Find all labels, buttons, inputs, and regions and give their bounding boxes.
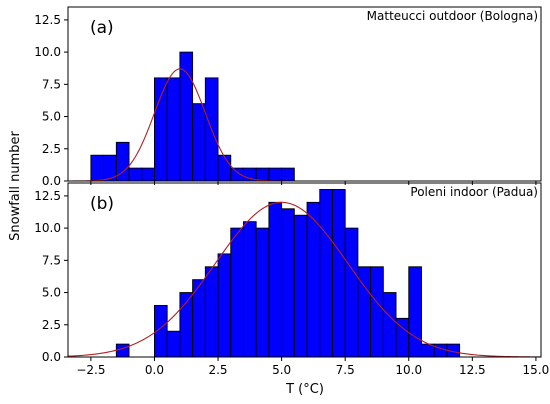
panel-b-y-tick-label: 2.5 [42, 318, 61, 332]
panel-b: 0.0 2.5 5.0 7.5 10.0 12.5 −2.5 0.0 2.5 5.0 7.5 10.0… [34, 182, 550, 377]
panel-b-bar [408, 266, 422, 358]
panel-b-y-tick-label: 5.0 [42, 286, 61, 300]
panel-a-y-tick-label: 10.0 [34, 45, 61, 59]
panel-b-y-tick-label: 12.5 [34, 189, 61, 203]
y-axis-label: Snowfall number [8, 130, 23, 240]
panel-b-x-tick-label: 10.0 [395, 363, 422, 377]
x-axis-label: T (°C) [285, 382, 324, 397]
panel-a-y-tick-label: 7.5 [42, 77, 61, 91]
panel-b-bar [306, 201, 321, 358]
panel-a-y-tick-label: 2.5 [42, 142, 61, 156]
panel-a-bar [179, 51, 194, 182]
panel-b-bar [115, 343, 130, 358]
panel-b-fit-curve [67, 201, 542, 358]
panel-b-bar [319, 188, 333, 358]
panel-b-tag: (b) [90, 194, 114, 214]
panel-b-title: Poleni indoor (Padua) [410, 185, 538, 199]
panel-a-y-tick-label: 12.5 [34, 13, 61, 27]
panel-a-bar [217, 154, 232, 182]
panel-b-bar [293, 214, 308, 358]
panel-b-bar [344, 227, 359, 358]
panel-b-y-tick-label: 0.0 [42, 350, 61, 364]
panel-b-bar [332, 188, 346, 358]
panel-a-bar [268, 167, 283, 182]
panel-b-bar [230, 227, 244, 358]
panel-b-y-tick-label: 10.0 [34, 221, 61, 235]
panel-b-x-tick-label: 15.0 [523, 363, 550, 377]
panel-b-bar [268, 201, 283, 358]
panel-a-bar [166, 77, 181, 182]
panel-a-bar [192, 103, 206, 182]
panel-b-bar [217, 253, 232, 358]
panel-b-y-tick-label: 7.5 [42, 253, 61, 267]
panel-b-x-tick-label: 5.0 [272, 363, 291, 377]
panel-b-x-tick-label: −2.5 [76, 363, 105, 377]
panel-a-bar [90, 154, 105, 182]
panel-b-bar [243, 221, 257, 358]
panel-a-bar [128, 167, 143, 182]
panel-b-bar [166, 330, 181, 358]
panel-b-bar [433, 343, 448, 358]
panel-b-x-tick-label: 2.5 [208, 363, 227, 377]
panel-a-bar [154, 77, 168, 182]
panel-b-bar [370, 266, 384, 358]
panel-b-bar [281, 208, 295, 358]
panel-a-bar [281, 167, 295, 182]
panel-a-title: Matteucci outdoor (Bologna) [367, 9, 538, 23]
panel-b-bar [382, 292, 397, 358]
panel-b-frame [67, 182, 542, 358]
panel-a: 0.0 2.5 5.0 7.5 10.0 12.5 (a) Matteucci outdoor… [34, 6, 542, 188]
panel-a-bar [255, 167, 270, 182]
panel-b-x-tick-label: 12.5 [459, 363, 486, 377]
panel-a-frame [67, 6, 542, 182]
panel-b-bar [255, 227, 270, 358]
panel-a-y-tick-label: 5.0 [42, 110, 61, 124]
panel-a-fit-curve [68, 68, 541, 182]
panel-b-bar [204, 266, 219, 358]
panel-a-tag: (a) [90, 18, 114, 38]
panel-b-x-tick-label: 7.5 [336, 363, 355, 377]
panel-b-x-tick-label: 0.0 [145, 363, 164, 377]
panel-a-bar [141, 167, 155, 182]
panel-a-y-tick-label: 0.0 [42, 174, 61, 188]
